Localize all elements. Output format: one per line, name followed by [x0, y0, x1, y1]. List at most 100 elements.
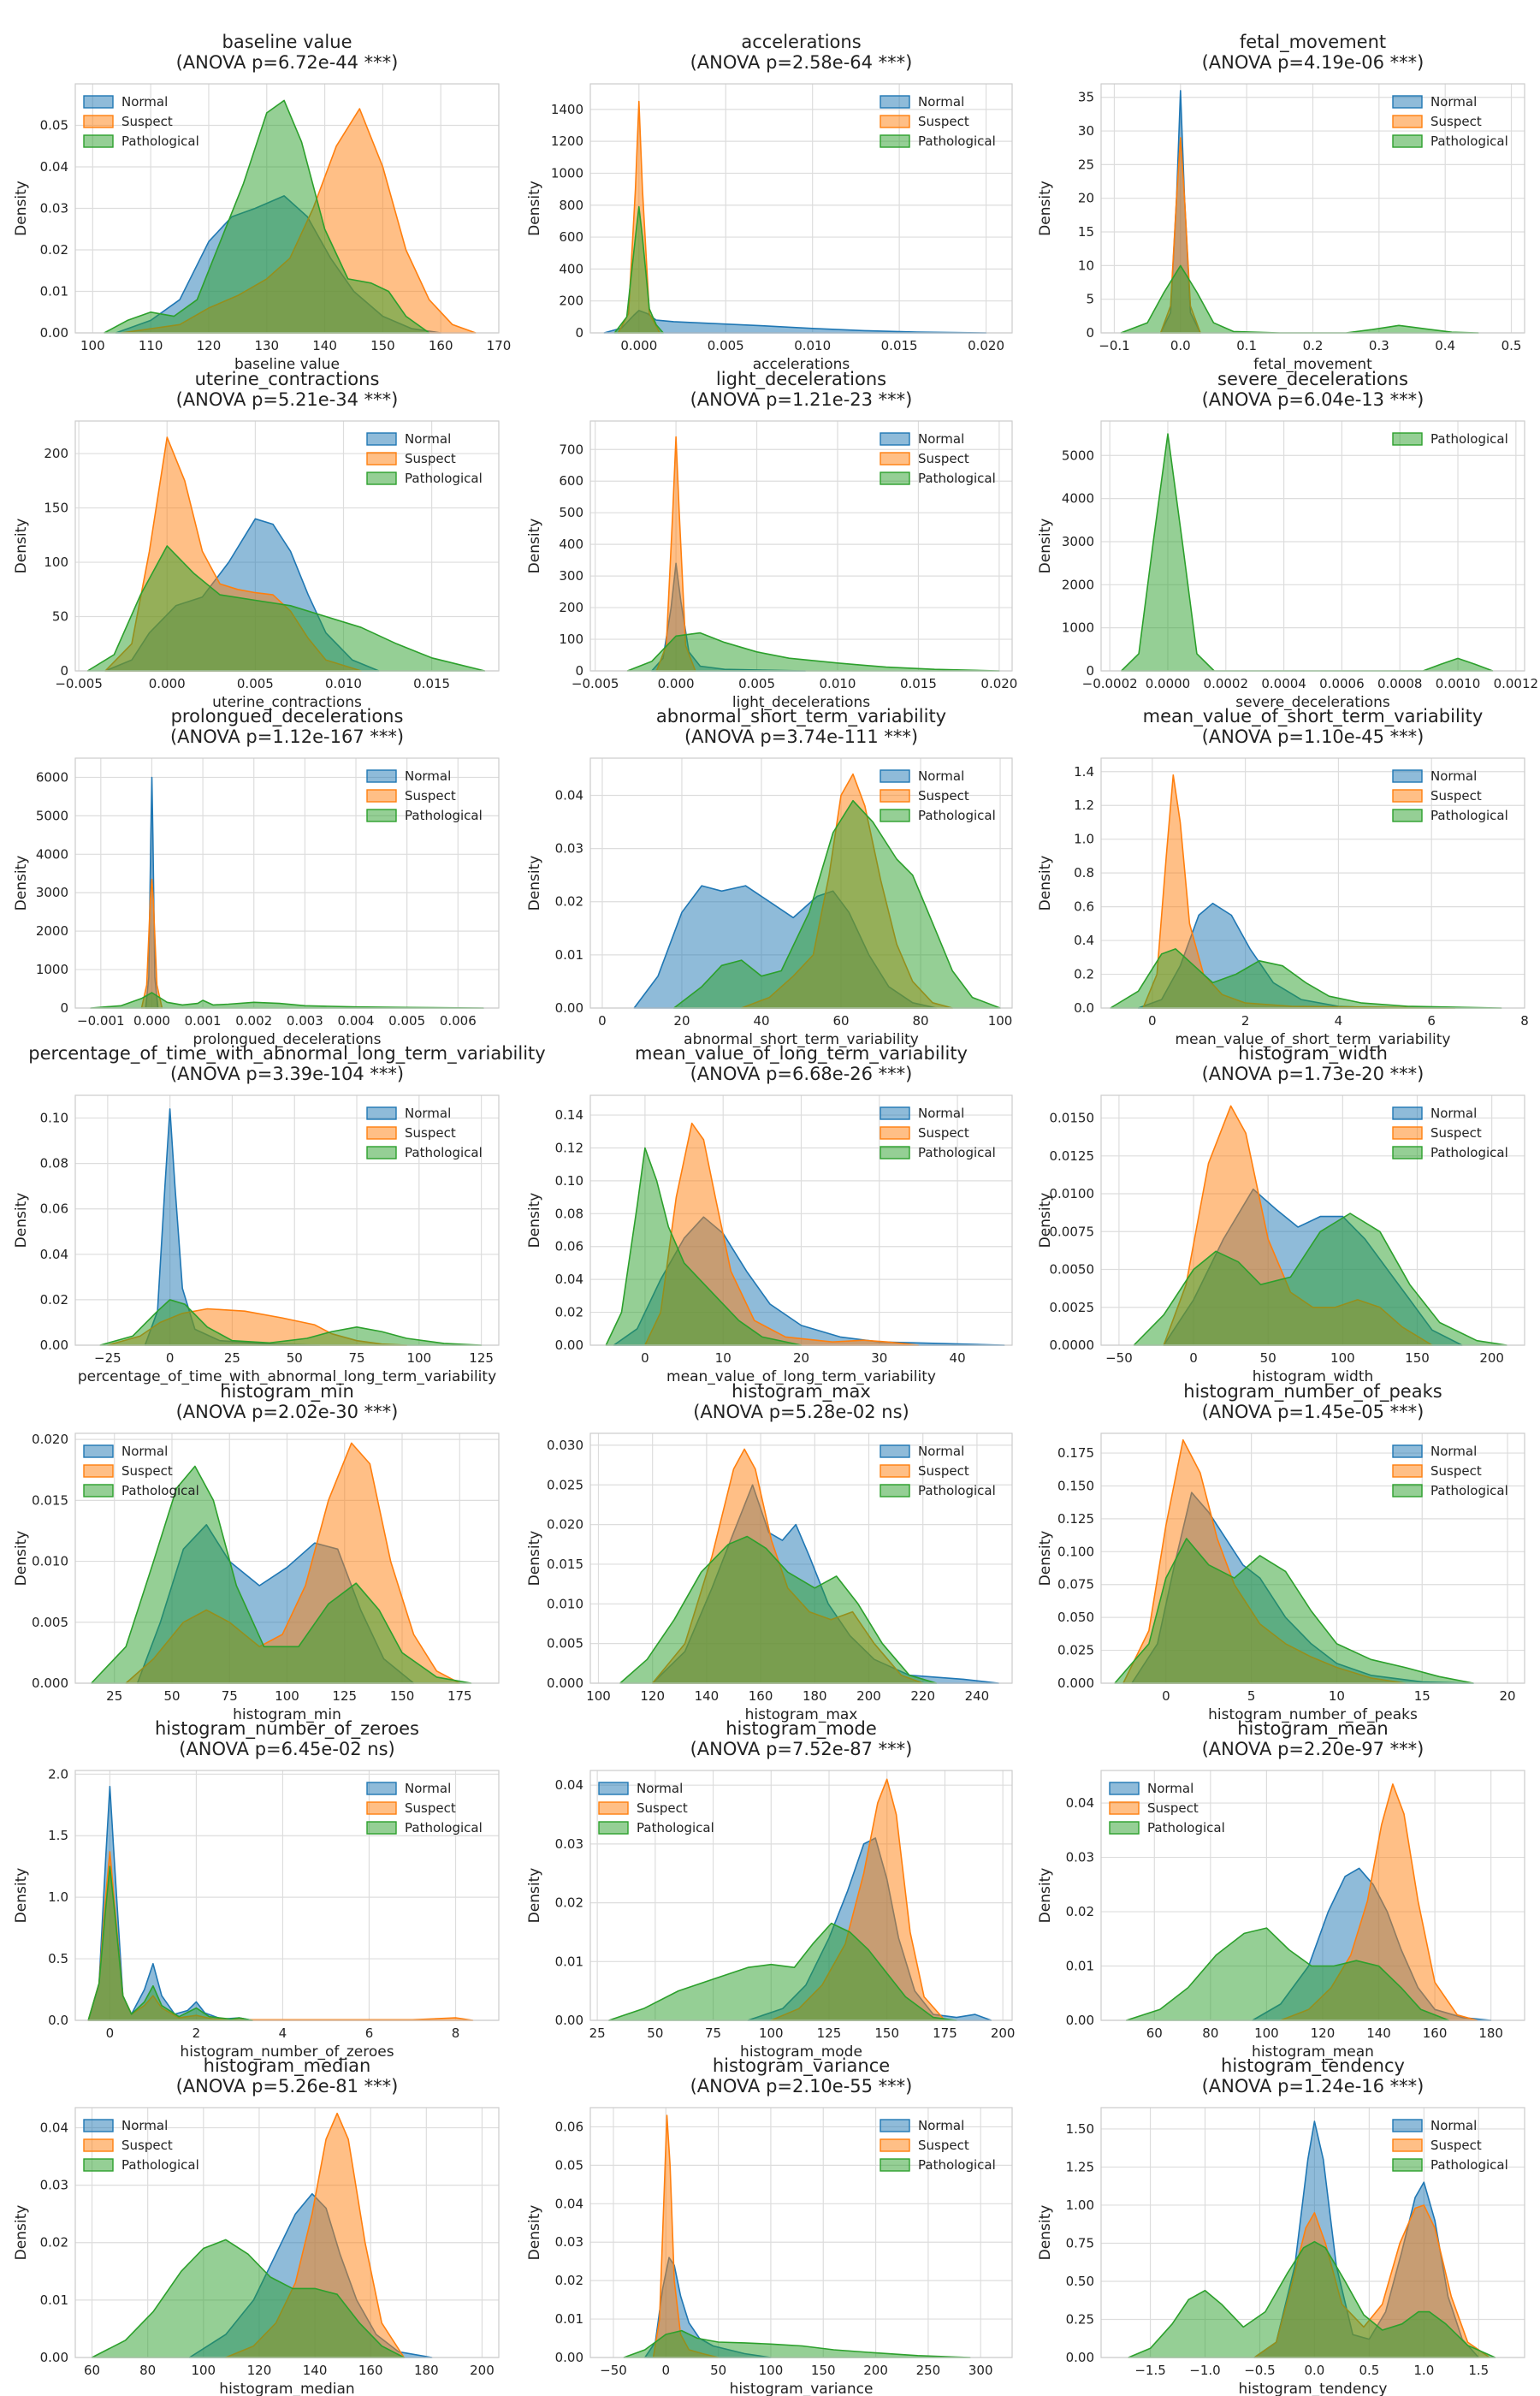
x-axis-label: mean_value_of_long_term_variability: [666, 1368, 936, 1385]
legend-label: Pathological: [918, 2157, 996, 2173]
x-tick-label: 240: [965, 1688, 990, 1704]
x-axis-label: mean_value_of_short_term_variability: [1176, 1031, 1451, 1048]
density-pathological: [623, 2329, 971, 2358]
legend-label: Pathological: [918, 808, 996, 823]
y-tick-label: 1000: [36, 962, 68, 977]
y-tick-label: 0.04: [555, 2196, 583, 2211]
x-axis-label: histogram_tendency: [1238, 2381, 1387, 2396]
plot-frame: [74, 1432, 500, 1684]
legend-swatch-pathological: [880, 809, 910, 822]
plot-frame: [74, 83, 500, 334]
subplot-title: mean_value_of_short_term_variability: [1143, 706, 1484, 727]
subplot-accelerations: accelerations(ANOVA p=2.58e-64 ***)0.000…: [526, 32, 1013, 373]
legend-label: Pathological: [918, 1483, 996, 1498]
legend-swatch-normal: [1392, 1106, 1423, 1120]
density-pathological: [87, 1865, 253, 2021]
y-tick-label: 0.0075: [1050, 1224, 1095, 1239]
legend-swatch-pathological: [880, 1484, 910, 1498]
y-tick-label: 35: [1078, 90, 1094, 105]
x-axis-label: histogram_max: [745, 1706, 858, 1723]
x-tick-label: −1.5: [1134, 2363, 1165, 2378]
legend-swatch-suspect: [366, 789, 397, 803]
x-tick-label: 60: [832, 1013, 849, 1029]
density-pathological: [1125, 1927, 1450, 2021]
x-tick-label: 180: [414, 2363, 439, 2378]
y-tick-label: 0.01: [40, 2292, 68, 2308]
y-tick-label: 3000: [1062, 534, 1094, 549]
y-tick-label: 0.10: [40, 1111, 68, 1126]
legend-swatch-suspect: [880, 115, 910, 128]
y-tick-label: 10: [1078, 258, 1094, 273]
legend: Normal Suspect Pathological: [880, 768, 996, 823]
x-tick-label: 8: [1520, 1013, 1529, 1029]
x-tick-label: −25: [94, 1350, 121, 1366]
x-tick-label: 0.003: [287, 1013, 323, 1029]
x-tick-label: 250: [916, 2363, 941, 2378]
x-tick-label: 150: [811, 2363, 836, 2378]
y-axis-label: Density: [526, 181, 543, 236]
x-axis-label: histogram_mean: [1252, 2043, 1374, 2061]
subplot-mean-value-of-long-term-variability: mean_value_of_long_term_variability(ANOV…: [526, 1043, 1013, 1385]
y-axis-label: Density: [13, 856, 30, 911]
legend: Normal Suspect Pathological: [366, 1106, 483, 1160]
y-tick-label: 0.02: [555, 894, 583, 910]
subplot-title: uterine_contractions: [195, 369, 380, 390]
plot-frame: [589, 1770, 1013, 2021]
x-tick-label: 25: [589, 2025, 606, 2041]
density-pathological: [99, 1299, 483, 1346]
legend-label: Suspect: [405, 1800, 456, 1816]
x-tick-label: −50: [600, 2363, 627, 2378]
y-axis-label: Density: [1037, 519, 1054, 574]
y-tick-label: 0.0100: [1050, 1186, 1095, 1201]
plot-frame: [1100, 1094, 1525, 1346]
x-tick-label: 60: [84, 2363, 100, 2378]
legend-label: Suspect: [1430, 114, 1482, 129]
subplot-histogram-median: histogram_median(ANOVA p=5.26e-81 ***)60…: [13, 2055, 500, 2396]
y-tick-label: 1.0: [48, 1889, 68, 1905]
legend-label: Normal: [121, 2118, 168, 2133]
x-tick-label: 0.005: [738, 676, 775, 691]
subplot-title: light_decelerations: [716, 369, 886, 390]
x-axis-label: histogram_width: [1253, 1368, 1374, 1385]
x-tick-label: 75: [705, 2025, 721, 2041]
y-tick-label: 5000: [36, 808, 68, 823]
subplot-subtitle: (ANOVA p=5.28e-02 ns): [693, 1402, 909, 1422]
legend-swatch-suspect: [1392, 115, 1423, 128]
legend-label: Pathological: [918, 1145, 996, 1160]
y-tick-label: 0.025: [547, 1477, 583, 1492]
x-tick-label: 140: [1366, 2025, 1391, 2041]
legend-label: Normal: [918, 768, 964, 784]
plot-frame: [589, 757, 1013, 1009]
y-tick-label: 0.50: [1066, 2274, 1094, 2289]
y-tick-label: 0.04: [555, 1272, 583, 1287]
y-tick-label: 0.100: [1057, 1544, 1094, 1559]
x-tick-label: 5: [1247, 1688, 1256, 1704]
legend-label: Suspect: [405, 788, 456, 804]
x-tick-label: −0.1: [1099, 338, 1129, 353]
plot-frame: [74, 757, 500, 1009]
x-tick-label: 0.010: [794, 338, 831, 353]
x-tick-label: 20: [673, 1013, 690, 1029]
y-axis-label: Density: [13, 1531, 30, 1586]
legend: Normal Suspect Pathological: [1109, 1781, 1225, 1836]
legend-swatch-normal: [880, 1106, 910, 1120]
y-tick-label: 700: [559, 442, 583, 457]
x-tick-label: 175: [447, 1688, 472, 1704]
y-tick-label: 0.4: [1074, 933, 1094, 948]
y-tick-label: 2000: [36, 923, 68, 939]
legend-swatch-pathological: [83, 1484, 114, 1498]
legend: Pathological: [1392, 431, 1508, 447]
y-tick-label: 0.04: [40, 1247, 68, 1262]
legend-label: Suspect: [405, 1125, 456, 1141]
legend-label: Suspect: [1430, 1125, 1482, 1141]
x-tick-label: 25: [106, 1688, 122, 1704]
legend-label: Normal: [918, 2118, 964, 2133]
x-tick-label: 0.1: [1236, 338, 1257, 353]
y-tick-label: 0.015: [547, 1557, 583, 1572]
y-tick-label: 0: [575, 325, 583, 341]
subplot-abnormal-short-term-variability: abnormal_short_term_variability(ANOVA p=…: [526, 706, 1013, 1048]
gridlines: [590, 1433, 1012, 1684]
subplot-severe-decelerations: severe_decelerations(ANOVA p=6.04e-13 **…: [1037, 369, 1538, 711]
x-tick-label: 0.005: [388, 1013, 425, 1029]
